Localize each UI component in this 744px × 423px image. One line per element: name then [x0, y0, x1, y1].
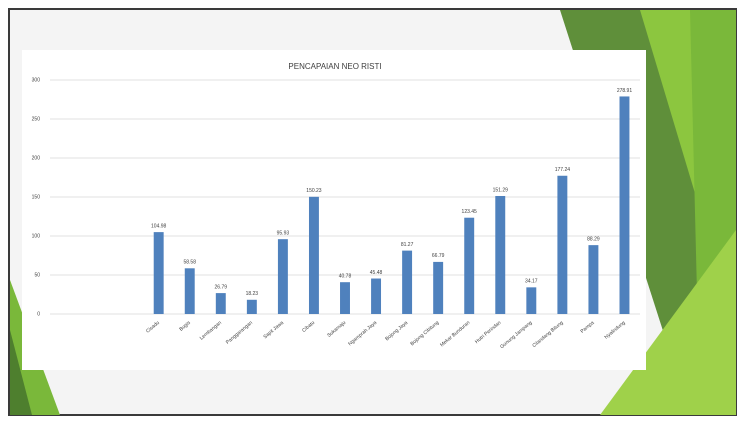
bar [588, 245, 599, 314]
bar [308, 196, 319, 314]
bar [557, 175, 568, 314]
bar [153, 232, 164, 314]
value-label: 18.23 [246, 291, 259, 297]
bar [340, 282, 350, 314]
bar [215, 293, 226, 314]
bar [433, 261, 444, 314]
value-label: 151.29 [493, 187, 509, 193]
bar [277, 239, 288, 314]
bar [619, 96, 630, 315]
value-label: 104.98 [151, 223, 167, 229]
value-label: 34.17 [525, 279, 538, 285]
value-label: 40.78 [339, 274, 352, 280]
bar [495, 195, 506, 314]
y-tick-label: 100 [32, 233, 41, 239]
value-label: 88.29 [587, 236, 600, 242]
chart-area [22, 50, 646, 370]
value-label: 66.79 [432, 253, 445, 259]
value-label: 177.24 [555, 167, 571, 173]
value-label: 81.27 [401, 242, 414, 248]
value-label: 123.45 [462, 209, 478, 215]
green-shape [10, 330, 32, 415]
value-label: 278.91 [617, 88, 633, 94]
y-tick-label: 300 [32, 77, 41, 83]
value-label: 150.23 [306, 188, 322, 194]
value-label: 58.58 [183, 260, 196, 266]
chart-title: PENCAPAIAN NEO RISTI [288, 62, 381, 71]
bar [184, 268, 195, 314]
value-label: 45.48 [370, 270, 383, 276]
y-tick-label: 250 [32, 116, 41, 122]
value-label: 95.93 [277, 231, 290, 237]
y-tick-label: 200 [32, 155, 41, 161]
y-tick-label: 150 [32, 194, 41, 200]
bar [246, 299, 257, 314]
bar [526, 287, 537, 314]
value-label: 26.79 [215, 284, 228, 290]
y-tick-label: 0 [37, 311, 40, 317]
bar [464, 217, 475, 314]
bar [371, 278, 382, 314]
bar [402, 250, 413, 314]
y-tick-label: 50 [34, 272, 40, 278]
